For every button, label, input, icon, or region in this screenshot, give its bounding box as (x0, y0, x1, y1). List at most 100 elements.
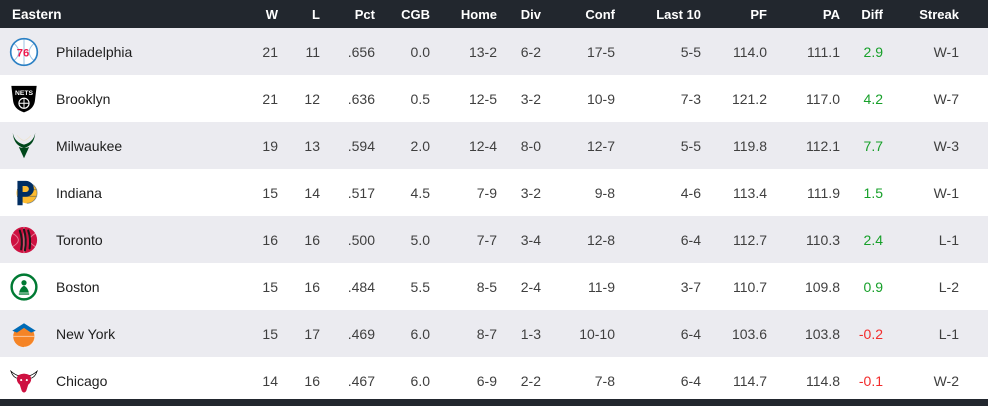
team-link[interactable]: Indiana (56, 184, 102, 201)
stat-pct: .484 (347, 278, 375, 295)
stat-pf: 114.0 (733, 43, 767, 60)
table-row: Chicago 14 16 .467 6.0 6-9 2-2 7-8 6-4 114.7 114.8… (0, 357, 988, 404)
team-link[interactable]: Milwaukee (56, 137, 123, 154)
stat-streak: W-2 (933, 372, 959, 389)
stat-div: 2-4 (520, 278, 541, 295)
team-cell: Indiana (0, 169, 230, 216)
column-header-l: L (278, 0, 320, 28)
stat-l: 14 (304, 184, 320, 201)
team-cell: 76 Philadelphia (0, 28, 230, 75)
stat-home: 12-5 (468, 90, 497, 107)
stat-div: 3-4 (520, 231, 541, 248)
stat-conf: 10-9 (586, 90, 615, 107)
stat-div: 3-2 (520, 90, 541, 107)
stat-diff: 1.5 (863, 184, 883, 201)
conference-header-eastern: Eastern (0, 0, 230, 28)
table-row: Indiana 15 14 .517 4.5 7-9 3-2 9-8 4-6 113.4 111.9… (0, 169, 988, 216)
stat-streak: L-2 (938, 278, 959, 295)
stat-cgb: 6.0 (410, 325, 430, 342)
stat-last10: 7-3 (680, 90, 701, 107)
row-filler (959, 310, 988, 357)
team-link[interactable]: Toronto (56, 231, 103, 248)
stat-pf: 113.4 (733, 184, 767, 201)
team-cell: Milwaukee (0, 122, 230, 169)
stat-diff: 4.2 (863, 90, 883, 107)
stat-diff: 0.9 (863, 278, 883, 295)
indiana-pacers-logo-icon (9, 178, 39, 208)
team-link[interactable]: Chicago (56, 372, 108, 389)
stat-pa: 117.0 (806, 90, 840, 107)
stat-conf: 7-8 (594, 372, 615, 389)
stat-w: 16 (262, 231, 278, 248)
table-row: Milwaukee 19 13 .594 2.0 12-4 8-0 12-7 5-5 119.8 1… (0, 122, 988, 169)
stat-home: 8-7 (476, 325, 497, 342)
stat-cgb: 0.5 (410, 90, 430, 107)
column-header-last-10: Last 10 (615, 0, 701, 28)
stat-l: 17 (304, 325, 320, 342)
stat-diff: 2.4 (863, 231, 883, 248)
column-header-cgb: CGB (375, 0, 430, 28)
next-section-header-strip (0, 399, 988, 406)
stat-pf: 103.6 (731, 325, 767, 342)
stat-pa: 114.8 (806, 372, 840, 389)
svg-text:NETS: NETS (15, 89, 34, 96)
stat-pf: 112.7 (733, 231, 767, 248)
team-link[interactable]: Boston (56, 278, 100, 295)
stat-pa: 103.8 (804, 325, 840, 342)
stat-last10: 3-7 (680, 278, 701, 295)
stat-last10: 6-4 (680, 231, 701, 248)
stat-cgb: 5.5 (410, 278, 430, 295)
stat-last10: 5-5 (680, 137, 701, 154)
stat-home: 7-9 (476, 184, 497, 201)
row-filler (959, 169, 988, 216)
stat-diff: -0.2 (858, 325, 883, 342)
new-york-knicks-logo-icon (9, 319, 39, 349)
stat-pct: .656 (347, 43, 375, 60)
stat-streak: L-1 (938, 325, 959, 342)
stat-cgb: 4.5 (410, 184, 430, 201)
stat-w: 19 (262, 137, 278, 154)
stat-streak: L-1 (938, 231, 959, 248)
table-row: NETS Brooklyn 21 12 .636 0.5 12-5 3-2 10-9 7-3 121… (0, 75, 988, 122)
stat-l: 16 (304, 231, 320, 248)
stat-home: 13-2 (468, 43, 497, 60)
stat-l: 12 (304, 90, 320, 107)
stat-pct: .636 (347, 90, 375, 107)
stat-last10: 6-4 (680, 372, 701, 389)
stat-last10: 4-6 (680, 184, 701, 201)
column-header-streak: Streak (883, 0, 959, 28)
stat-cgb: 0.0 (410, 43, 430, 60)
stat-div: 3-2 (520, 184, 541, 201)
team-link[interactable]: Philadelphia (56, 43, 133, 60)
header-filler (959, 0, 988, 28)
stat-conf: 12-8 (586, 231, 615, 248)
table-row: New York 15 17 .469 6.0 8-7 1-3 10-10 6-4 103.6 10… (0, 310, 988, 357)
philadelphia-76ers-logo-icon: 76 (9, 37, 39, 67)
stat-pa: 111.1 (807, 43, 840, 60)
stat-w: 14 (262, 372, 278, 389)
column-header-diff: Diff (840, 0, 883, 28)
stat-home: 7-7 (476, 231, 497, 248)
team-link[interactable]: New York (56, 325, 116, 342)
stat-l: 16 (304, 278, 320, 295)
stat-pa: 112.1 (806, 137, 840, 154)
stat-pct: .594 (347, 137, 375, 154)
stat-w: 15 (262, 278, 278, 295)
team-link[interactable]: Brooklyn (56, 90, 111, 107)
row-filler (959, 263, 988, 310)
stat-pf: 121.2 (731, 90, 767, 107)
stat-l: 16 (304, 372, 320, 389)
stat-pct: .467 (347, 372, 375, 389)
milwaukee-bucks-logo-icon (9, 131, 39, 161)
stat-diff: 2.9 (863, 43, 883, 60)
row-filler (959, 216, 988, 263)
stat-div: 1-3 (520, 325, 541, 342)
column-header-pa: PA (767, 0, 840, 28)
row-filler (959, 357, 988, 404)
stat-pa: 109.8 (804, 278, 840, 295)
stat-l: 13 (304, 137, 320, 154)
stat-pct: .517 (347, 184, 375, 201)
stat-conf: 10-10 (579, 325, 615, 342)
boston-celtics-logo-icon (9, 272, 39, 302)
stat-pf: 114.7 (733, 372, 767, 389)
